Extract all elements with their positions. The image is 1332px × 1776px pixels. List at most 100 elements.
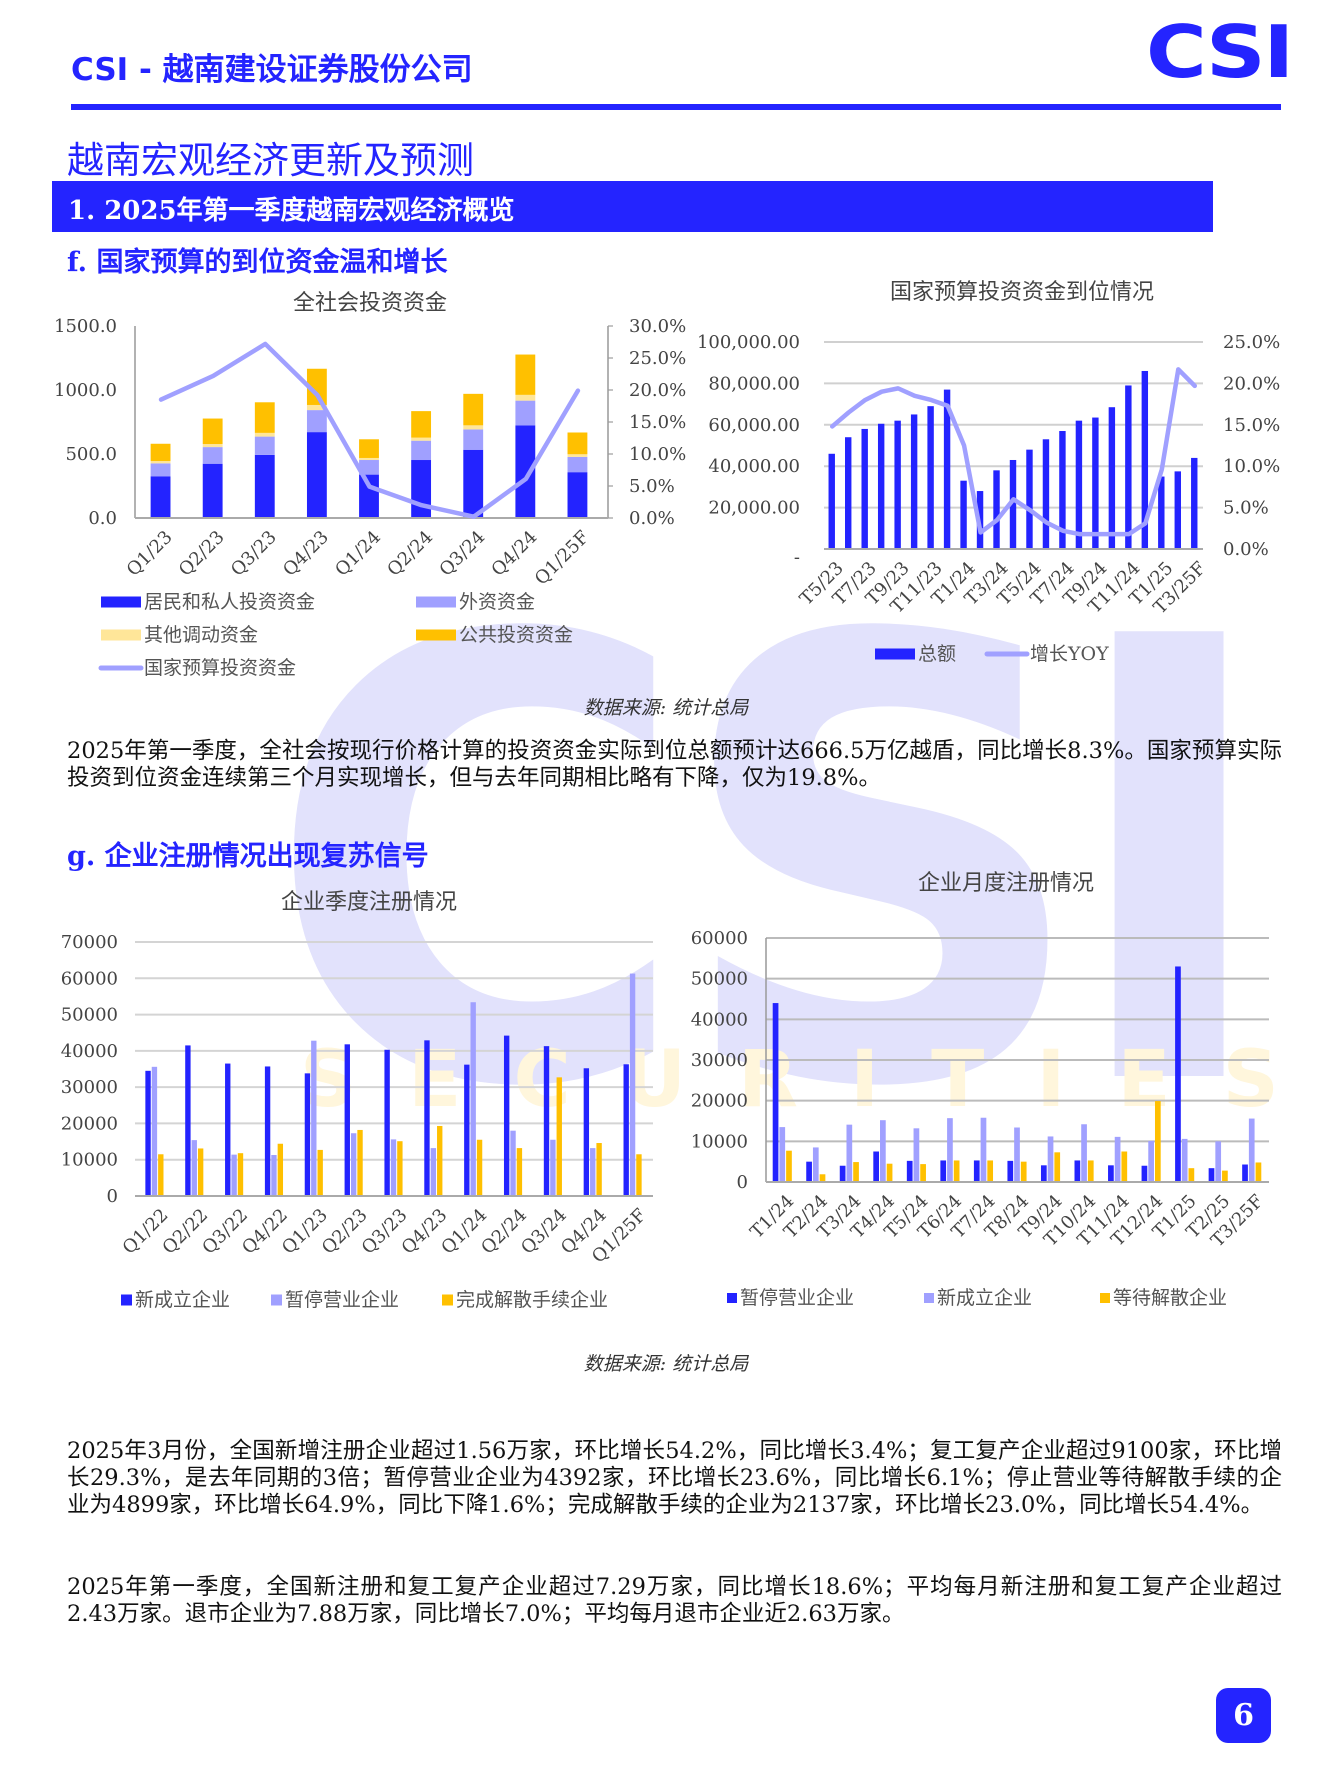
bar-2-14	[1255, 1162, 1262, 1182]
y-tick-label: 50000	[691, 969, 748, 990]
bar-1-9	[1081, 1124, 1087, 1182]
bar-1-3	[306, 410, 327, 433]
bar-2-0	[158, 1154, 164, 1196]
bar-0-10	[1108, 1165, 1114, 1182]
bar-0-10	[543, 1046, 550, 1196]
bar-0-10	[993, 470, 1000, 549]
csi-logo: CSI	[1146, 10, 1294, 94]
bar-0-1	[185, 1045, 191, 1196]
bar-1-7	[430, 1148, 437, 1196]
paragraph-investment: 2025年第一季度，全社会按现行价格计算的投资资金实际到位总额预计达666.5万…	[67, 738, 1282, 791]
y-tick-label: 20000	[691, 1091, 748, 1112]
y2-tick-label: 30.0%	[629, 316, 686, 337]
y-tick-label: 10000	[691, 1131, 748, 1152]
y-tick-label: 20000	[61, 1113, 118, 1134]
bar-0-2	[254, 454, 275, 518]
bar-1-11	[590, 1148, 596, 1196]
legend-label: 暂停营业企业	[740, 1287, 854, 1309]
bar-0-14	[1059, 431, 1066, 549]
y-tick-label: 40,000.00	[708, 456, 800, 477]
bar-2-2	[254, 432, 275, 437]
bar-3-3	[306, 368, 327, 405]
chart-title: 企业季度注册情况	[281, 890, 457, 915]
bar-0-16	[1092, 417, 1099, 549]
bar-1-7	[515, 400, 536, 426]
chart-title: 企业月度注册情况	[918, 871, 1094, 896]
legend-label: 公共投资资金	[459, 624, 573, 646]
y2-tick-label: 25.0%	[1223, 332, 1280, 353]
y2-tick-label: 20.0%	[1223, 373, 1280, 394]
y-tick-label: 40000	[691, 1009, 748, 1030]
x-tick-label: Q4/23	[279, 527, 333, 581]
bar-0-8	[960, 480, 967, 549]
page-title: 越南宏观经济更新及预测	[67, 139, 474, 182]
bar-1-8	[1047, 1136, 1054, 1182]
bar-0-0	[150, 476, 171, 518]
watermark-logo: CSI	[265, 510, 1277, 1220]
bar-0-19	[1141, 370, 1149, 549]
y-tick-label: 40000	[61, 1041, 118, 1062]
bar-1-12	[1181, 1138, 1188, 1182]
bar-2-10	[556, 1077, 562, 1196]
bar-2-0	[150, 461, 171, 464]
bar-0-3	[877, 423, 885, 549]
legend-label: 居民和私人投资资金	[144, 591, 315, 613]
bar-2-3	[886, 1163, 893, 1182]
y-tick-label: 0	[107, 1186, 118, 1207]
y-tick-label: 0	[737, 1172, 748, 1193]
bar-0-9	[503, 1035, 510, 1196]
bar-1-2	[231, 1154, 237, 1196]
bar-2-11	[596, 1143, 602, 1196]
x-tick-label: Q2/24	[383, 527, 437, 581]
bar-0-13	[1208, 1168, 1215, 1182]
y-tick-label: 1000.0	[54, 380, 117, 401]
legend-swatch	[416, 596, 456, 608]
x-tick-label: Q1/24	[331, 527, 385, 581]
bar-0-8	[464, 1064, 470, 1196]
bar-2-6	[463, 425, 484, 430]
bar-1-0	[779, 1127, 786, 1182]
bar-2-6	[987, 1160, 994, 1182]
bar-1-9	[510, 1130, 516, 1196]
bar-0-5	[344, 1044, 350, 1196]
bar-0-4	[304, 1073, 311, 1196]
bar-0-0	[145, 1070, 151, 1196]
chart-total-investment: 全社会投资资金 0.0 500.0 1000.0 1500.0 0.0% 5.0% 10.0%…	[54, 291, 686, 679]
company-name: CSI - 越南建设证券股份公司	[71, 52, 473, 88]
bar-0-20	[1158, 476, 1165, 549]
bar-2-3	[277, 1143, 284, 1196]
bar-2-8	[567, 454, 588, 457]
bar-2-4	[920, 1164, 926, 1182]
legend-label: 新成立企业	[135, 1289, 230, 1311]
bar-2-11	[1154, 1101, 1161, 1182]
legend-swatch	[875, 648, 915, 660]
bar-0-8	[1040, 1165, 1047, 1182]
bar-0-9	[1074, 1160, 1081, 1182]
y-tick-label: 500.0	[65, 444, 117, 465]
bar-2-4	[359, 457, 379, 461]
bar-2-9	[516, 1148, 523, 1196]
bar-0-5	[411, 460, 432, 518]
legend-label: 暂停营业企业	[285, 1289, 399, 1311]
bar-0-12	[1026, 449, 1033, 549]
legend-label: 外资资金	[459, 591, 535, 613]
bar-1-4	[311, 1040, 317, 1196]
legend-swatch	[121, 1294, 132, 1306]
bar-0-7	[515, 425, 536, 518]
bar-1-1	[812, 1147, 819, 1182]
bar-0-11	[1141, 1165, 1148, 1182]
bar-2-4	[317, 1149, 323, 1196]
bar-0-5	[910, 414, 918, 549]
bar-0-18	[1125, 385, 1132, 549]
bar-3-0	[150, 443, 171, 462]
bar-2-1	[197, 1148, 204, 1196]
bar-0-17	[1108, 407, 1116, 549]
y2-tick-label: 0.0%	[629, 508, 675, 529]
y-tick-label: 20,000.00	[708, 498, 800, 519]
chart-quarterly-registration: 企业季度注册情况 0 10000 20000 30000 40000 50000 60000 7…	[61, 890, 653, 1311]
bar-0-6	[463, 449, 484, 518]
source-caption-1: 数据来源: 统计总局	[583, 697, 749, 719]
bar-1-5	[947, 1118, 953, 1182]
bar-0-1	[845, 437, 852, 549]
bar-1-11	[1148, 1140, 1154, 1182]
